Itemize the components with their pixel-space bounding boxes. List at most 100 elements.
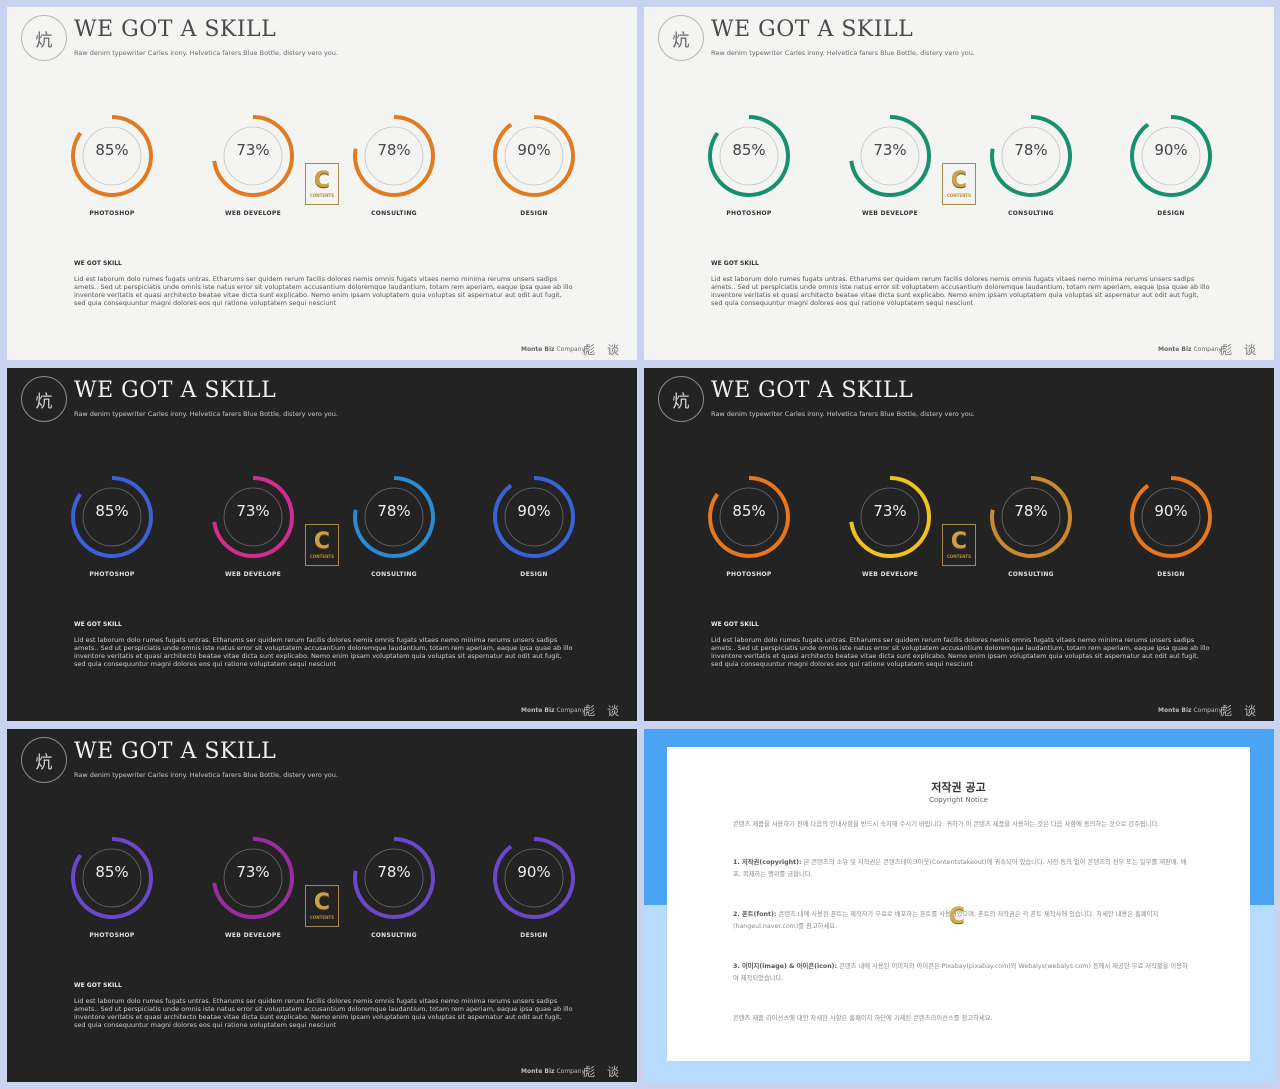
skill-label: DESIGN: [520, 571, 548, 578]
skill-percent: 90%: [517, 863, 551, 881]
contents-badge-logo: C: [943, 899, 971, 933]
badge-letter: C: [950, 168, 968, 193]
section-body: Lid est laborum dolo rumes fugats untras…: [74, 275, 573, 307]
footer-company: Company: [1193, 346, 1222, 353]
progress-arc: [212, 837, 294, 919]
skill-percent: 85%: [95, 863, 129, 881]
progress-ring: [353, 115, 435, 197]
inner-circle: [504, 848, 564, 908]
skill-label: CONSULTING: [1008, 571, 1054, 578]
footer-company: Company: [556, 1068, 585, 1075]
progress-arc: [493, 476, 575, 558]
skill-photoshop: 85% PHOTOSHOP: [62, 834, 162, 949]
inner-circle: [364, 487, 424, 547]
skill-web-develope: 73% WEB DEVELOPE: [203, 112, 303, 227]
para-text: 본 콘텐츠의 소유 및 저작권은 콘텐츠테이크아웃(Contentstakeou…: [733, 859, 1187, 878]
footer-brand: Monte Biz Company: [1158, 346, 1222, 353]
inner-circle: [223, 848, 283, 908]
skill-label: CONSULTING: [1008, 210, 1054, 217]
contents-badge-logo: C CONTENTS: [305, 524, 339, 566]
skill-photoshop: 85% PHOTOSHOP: [62, 112, 162, 227]
skill-percent: 85%: [95, 141, 129, 159]
skill-photoshop: 85% PHOTOSHOP: [699, 473, 799, 588]
footer-glyphs: 彪 谈: [583, 1065, 623, 1079]
progress-ring: [212, 476, 294, 558]
footer-company: Company: [556, 346, 585, 353]
skill-consulting: 78% CONSULTING: [344, 473, 444, 588]
inner-circle: [364, 126, 424, 186]
footer-glyphs: 彪 谈: [1220, 343, 1260, 357]
slide-title: WE GOT A SKILL: [74, 17, 277, 42]
slide-title: WE GOT A SKILL: [74, 739, 277, 764]
badge-letter: C: [313, 890, 331, 915]
badge-text: CONTENTS: [309, 554, 335, 559]
skill-design: 90% DESIGN: [484, 473, 584, 588]
progress-arc: [990, 115, 1072, 197]
progress-ring: [71, 115, 153, 197]
skill-percent: 78%: [1014, 141, 1048, 159]
para-text: 콘텐츠 내에 사용된 폰트는 제작자가 무료로 배포하는 폰트를 사용하였으며,…: [733, 911, 1159, 930]
progress-ring: [493, 837, 575, 919]
contents-badge-logo: C CONTENTS: [305, 163, 339, 205]
badge-text: CONTENTS: [309, 915, 335, 920]
inner-circle: [82, 126, 142, 186]
skill-consulting: 78% CONSULTING: [981, 112, 1081, 227]
skill-web-develope: 73% WEB DEVELOPE: [203, 473, 303, 588]
slide-dark-blue-pink: 炕 WE GOT A SKILL Raw denim typewriter Ca…: [7, 368, 637, 721]
skill-label: CONSULTING: [371, 932, 417, 939]
skill-label: WEB DEVELOPE: [224, 210, 281, 217]
footer-glyphs: 彪 谈: [583, 704, 623, 718]
section-body: Lid est laborum dolo rumes fugats untras…: [74, 636, 573, 668]
badge-letter: C: [313, 168, 331, 193]
skill-web-develope: 73% WEB DEVELOPE: [840, 112, 940, 227]
skill-percent: 85%: [732, 502, 766, 520]
inner-circle: [504, 126, 564, 186]
para-text: 콘텐츠 내에 사용된 이미지와 아이콘은 Pixabay(pixabay.com…: [733, 963, 1188, 982]
inner-circle: [860, 487, 920, 547]
progress-ring: [990, 476, 1072, 558]
copyright-subtitle: Copyright Notice: [929, 796, 988, 804]
inner-circle: [860, 126, 920, 186]
footer-brand: Monte Biz Company: [521, 707, 585, 714]
progress-arc: [212, 115, 294, 197]
progress-ring: [990, 115, 1072, 197]
copyright-intro: 콘텐츠 제품을 사용하기 전에 다음의 안내사항을 반드시 숙지해 주시기 바랍…: [733, 821, 1160, 828]
inner-circle: [82, 487, 142, 547]
skill-label: WEB DEVELOPE: [861, 571, 918, 578]
slide-subtitle: Raw denim typewriter Carles irony. Helve…: [711, 49, 975, 57]
progress-ring: [1130, 115, 1212, 197]
inner-circle: [1001, 126, 1061, 186]
slide-subtitle: Raw denim typewriter Carles irony. Helve…: [74, 410, 338, 418]
skill-consulting: 78% CONSULTING: [344, 112, 444, 227]
inner-circle: [719, 126, 779, 186]
progress-ring: [212, 837, 294, 919]
progress-ring: [708, 476, 790, 558]
copyright-para-1: 1. 저작권(copyright): 본 콘텐츠의 소유 및 저작권은 콘텐츠테…: [733, 857, 1188, 881]
slide-subtitle: Raw denim typewriter Carles irony. Helve…: [74, 771, 338, 779]
logo-mark: 炕: [21, 15, 67, 61]
skill-percent: 90%: [517, 502, 551, 520]
skill-percent: 73%: [236, 141, 270, 159]
badge-letter: C: [950, 529, 968, 554]
contents-badge-logo: C CONTENTS: [305, 885, 339, 927]
skill-web-develope: 73% WEB DEVELOPE: [840, 473, 940, 588]
slide-light-orange: 炕 WE GOT A SKILL Raw denim typewriter Ca…: [7, 7, 637, 360]
progress-ring: [71, 837, 153, 919]
copyright-para-2: 2. 폰트(font): 콘텐츠 내에 사용된 폰트는 제작자가 무료로 배포하…: [733, 909, 1188, 933]
skill-label: CONSULTING: [371, 571, 417, 578]
progress-arc: [353, 837, 435, 919]
logo-mark: 炕: [21, 737, 67, 783]
skill-percent: 78%: [377, 141, 411, 159]
copyright-title: 저작권 공고: [931, 781, 986, 794]
skill-design: 90% DESIGN: [484, 834, 584, 949]
slide-dark-orange-yellow: 炕 WE GOT A SKILL Raw denim typewriter Ca…: [644, 368, 1274, 721]
inner-circle: [1001, 487, 1061, 547]
progress-ring: [493, 476, 575, 558]
para-heading: 2. 폰트(font):: [733, 911, 777, 918]
skill-percent: 73%: [236, 502, 270, 520]
progress-arc: [353, 476, 435, 558]
skill-label: PHOTOSHOP: [89, 210, 135, 217]
skill-percent: 90%: [1154, 141, 1188, 159]
logo-mark: 炕: [21, 376, 67, 422]
skill-percent: 90%: [517, 141, 551, 159]
